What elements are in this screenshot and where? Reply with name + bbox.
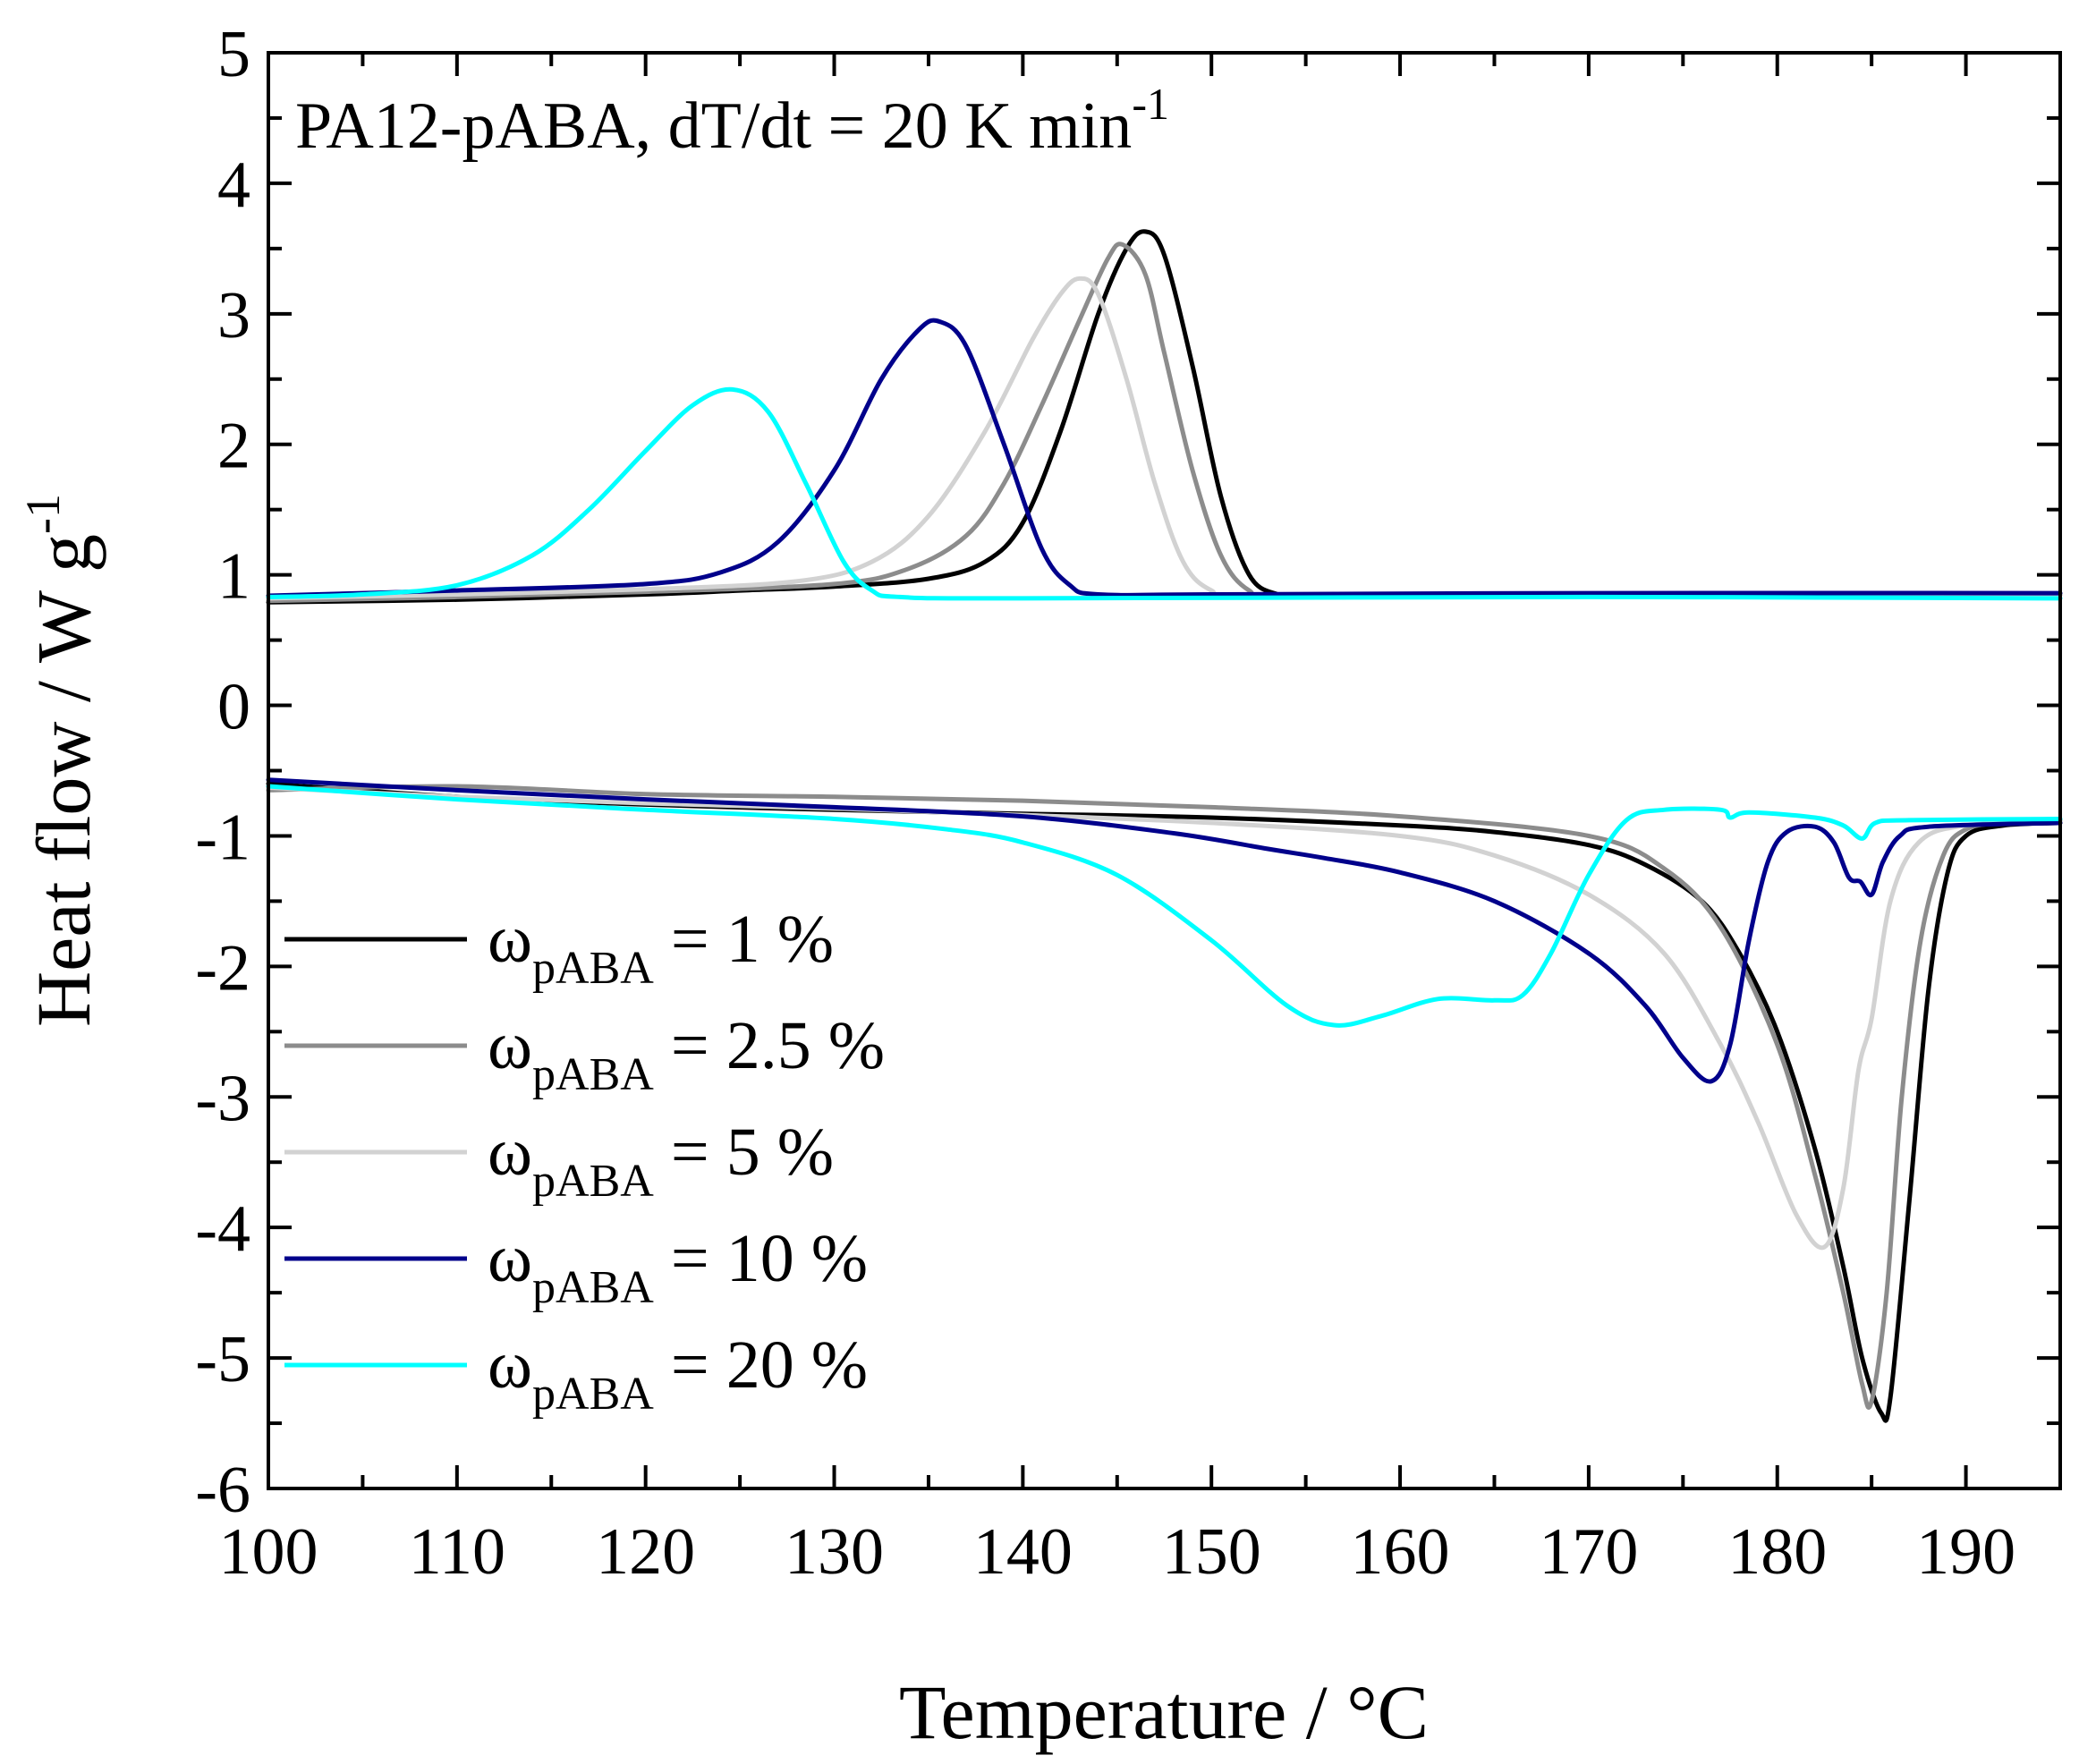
legend-value: = 1 % [654, 902, 834, 977]
y-tick-label: 3 [217, 279, 250, 352]
y-axis-title: Heat flow / W g-1 [16, 494, 106, 1027]
y-axis-title-main: Heat flow / W g [21, 534, 106, 1027]
plot-annotation: PA12-pABA, dT/dt = 20 K min-1 [295, 79, 1169, 163]
x-axis-ticks: 100 110 120 130 140 150 160 170 180 190 [219, 53, 2062, 1589]
y-tick-label: -6 [195, 1454, 250, 1527]
legend-symbol: ω [488, 1221, 532, 1296]
plot-annotation-superscript: -1 [1132, 79, 1169, 129]
plot-annotation-main: PA12-pABA, dT/dt = 20 K min [295, 89, 1132, 163]
data-curves [266, 229, 2063, 1423]
x-tick-label: 190 [1916, 1515, 2015, 1589]
y-tick-label: -2 [195, 931, 250, 1005]
legend-value: = 10 % [654, 1221, 868, 1296]
legend-value: = 2.5 % [654, 1008, 885, 1083]
y-tick-label: -4 [195, 1192, 250, 1266]
series-5-heating-line [266, 784, 2063, 1028]
x-tick-label: 100 [219, 1515, 318, 1589]
legend-subscript: pABA [532, 1262, 654, 1313]
y-tick-label: -5 [195, 1323, 250, 1396]
x-axis-title: Temperature / °C [899, 1669, 1429, 1755]
y-tick-label: 2 [217, 410, 250, 483]
legend-value: = 5 % [654, 1115, 834, 1190]
x-tick-label: 130 [785, 1515, 884, 1589]
y-tick-label: 5 [217, 18, 250, 91]
legend-symbol: ω [488, 902, 532, 977]
legend-subscript: pABA [532, 1369, 654, 1420]
legend-label-5: ωpABA = 20 % [488, 1327, 868, 1420]
series-1-heating-line [266, 781, 2063, 1423]
legend-label-3: ωpABA = 5 % [488, 1115, 834, 1207]
y-tick-label: 0 [217, 671, 250, 744]
x-tick-label: 140 [973, 1515, 1073, 1589]
legend-label-4: ωpABA = 10 % [488, 1221, 868, 1313]
series-2-heating-line [266, 784, 2063, 1410]
legend-value: = 20 % [654, 1327, 868, 1403]
legend: ωpABA = 1 %ωpABA = 2.5 %ωpABA = 5 %ωpABA… [284, 902, 885, 1420]
legend-label-2: ωpABA = 2.5 % [488, 1008, 885, 1100]
x-tick-label: 170 [1539, 1515, 1638, 1589]
legend-symbol: ω [488, 1008, 532, 1083]
series-4-heating-line [266, 777, 2063, 1084]
legend-symbol: ω [488, 1327, 532, 1403]
x-tick-label: 150 [1162, 1515, 1261, 1589]
series-2-cooling-line [266, 242, 2063, 604]
legend-subscript: pABA [532, 1156, 654, 1207]
y-tick-label: 4 [217, 148, 250, 222]
y-tick-label: -3 [195, 1062, 250, 1135]
x-tick-label: 120 [596, 1515, 695, 1589]
series-5-cooling-line [266, 386, 2063, 601]
legend-symbol: ω [488, 1115, 532, 1190]
x-tick-label: 160 [1351, 1515, 1450, 1589]
y-axis-title-superscript: -1 [16, 494, 70, 534]
y-axis-ticks: -6 -5 -4 -3 -2 -1 0 1 2 3 4 5 [195, 18, 2060, 1527]
legend-subscript: pABA [532, 1049, 654, 1100]
series-1-cooling-line [266, 229, 2063, 605]
y-tick-label: -1 [195, 801, 250, 874]
legend-label-1: ωpABA = 1 % [488, 902, 834, 994]
x-tick-label: 180 [1727, 1515, 1827, 1589]
y-tick-label: 1 [217, 540, 250, 614]
x-tick-label: 110 [409, 1515, 505, 1589]
legend-subscript: pABA [532, 943, 654, 994]
series-4-cooling-line [266, 318, 2063, 598]
